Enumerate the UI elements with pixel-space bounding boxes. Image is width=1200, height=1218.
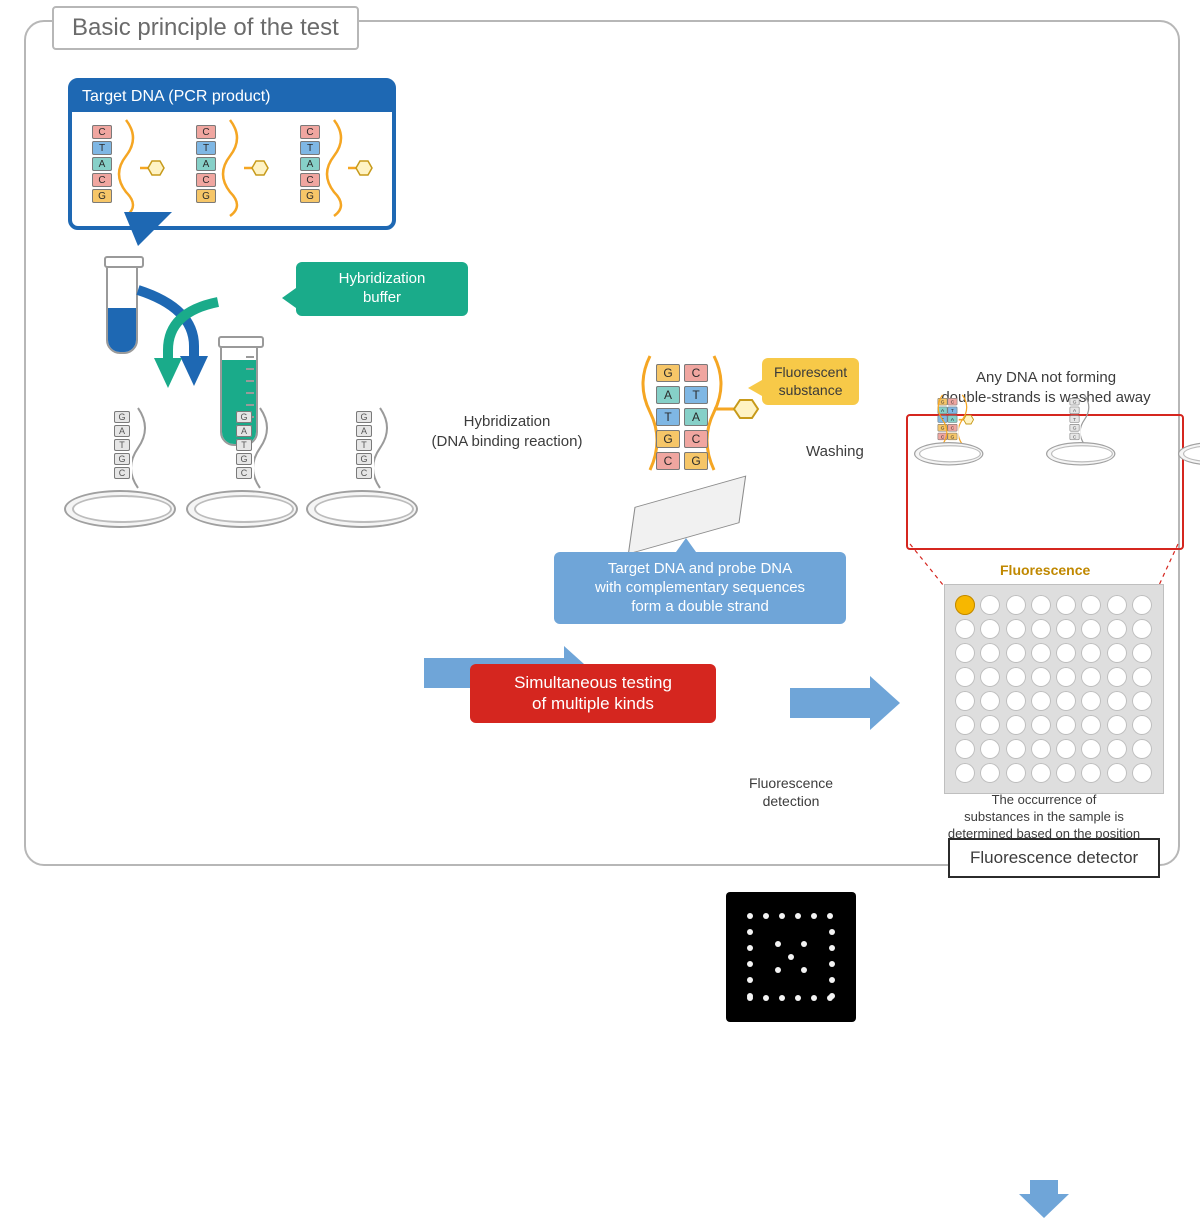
well	[1031, 595, 1051, 615]
well	[980, 595, 1000, 615]
washing-label: Washing	[806, 442, 864, 462]
well	[1006, 739, 1026, 759]
simultaneous-callout-tail	[700, 686, 716, 706]
well	[1031, 715, 1051, 735]
well	[1132, 667, 1152, 687]
well	[980, 643, 1000, 663]
well	[980, 619, 1000, 639]
well	[955, 619, 975, 639]
probe-dish: GATGC	[186, 490, 298, 528]
well	[1056, 643, 1076, 663]
hybridization-label: Hybridization (DNA binding reaction)	[422, 412, 592, 451]
pour-arrow-green	[164, 300, 234, 396]
well	[1107, 595, 1127, 615]
well	[1107, 691, 1127, 711]
target-dna-body: CTACG CTACG CTACG	[72, 112, 392, 226]
target-dna-panel: Target DNA (PCR product) CTACG CTACG CTA…	[68, 78, 396, 230]
well	[1031, 739, 1051, 759]
well	[1056, 715, 1076, 735]
well	[1132, 595, 1152, 615]
well	[955, 763, 975, 783]
buffer-callout-tail	[282, 288, 296, 308]
well	[1107, 763, 1127, 783]
well	[1056, 763, 1076, 783]
down-arrow	[1030, 1180, 1058, 1194]
well	[980, 763, 1000, 783]
fluorescent-callout: Fluorescent substance	[762, 358, 859, 405]
well	[980, 715, 1000, 735]
well	[1081, 691, 1101, 711]
well	[1006, 595, 1026, 615]
well-fluorescent	[955, 595, 975, 615]
target-dna-panel-tail	[124, 212, 184, 248]
well	[1132, 619, 1152, 639]
well	[1132, 739, 1152, 759]
well	[1081, 667, 1101, 687]
dark-chip	[726, 892, 856, 1022]
well	[955, 667, 975, 687]
well	[1107, 739, 1127, 759]
pairing-explanation-tail	[676, 538, 696, 552]
well	[955, 643, 975, 663]
well	[1031, 667, 1051, 687]
well	[980, 739, 1000, 759]
well-plate	[944, 584, 1164, 794]
well	[1132, 691, 1152, 711]
well	[1081, 763, 1101, 783]
well	[1081, 595, 1101, 615]
well	[1006, 667, 1026, 687]
well	[1132, 763, 1152, 783]
well	[955, 691, 975, 711]
well	[1056, 691, 1076, 711]
wash-result-box: GCATTAGCCG GATGC GATGC	[906, 414, 1184, 550]
well	[955, 715, 975, 735]
well	[1031, 763, 1051, 783]
well	[1056, 619, 1076, 639]
washing-arrow	[790, 688, 870, 718]
pairing-explanation: Target DNA and probe DNA with complement…	[554, 552, 846, 624]
well	[1031, 691, 1051, 711]
well	[1006, 643, 1026, 663]
probe-dish: GATGC	[64, 490, 176, 528]
buffer-callout: Hybridization buffer	[296, 262, 468, 316]
well	[1081, 619, 1101, 639]
simultaneous-callout: Simultaneous testing of multiple kinds	[470, 664, 716, 723]
well	[1031, 619, 1051, 639]
well	[1107, 715, 1127, 735]
well	[980, 691, 1000, 711]
dark-chip-caption: Fluorescence detection	[726, 774, 856, 810]
detector-box: Fluorescence detector	[948, 838, 1160, 878]
well	[1056, 595, 1076, 615]
well	[1132, 715, 1152, 735]
well	[1081, 715, 1101, 735]
well	[980, 667, 1000, 687]
well	[1056, 667, 1076, 687]
well	[1081, 739, 1101, 759]
well	[1006, 763, 1026, 783]
well	[1056, 739, 1076, 759]
well	[1081, 643, 1101, 663]
well	[1132, 643, 1152, 663]
fluorescence-word: Fluorescence	[1000, 562, 1090, 578]
well	[1031, 643, 1051, 663]
well	[955, 739, 975, 759]
well	[1107, 619, 1127, 639]
fluor-link-icon	[714, 394, 762, 424]
diagram-title: Basic principle of the test	[52, 6, 359, 50]
probe-dish: GATGC	[306, 490, 418, 528]
well	[1107, 643, 1127, 663]
well	[1006, 691, 1026, 711]
target-dna-title: Target DNA (PCR product)	[72, 82, 392, 112]
well	[1006, 715, 1026, 735]
well	[1006, 619, 1026, 639]
well	[1107, 667, 1127, 687]
